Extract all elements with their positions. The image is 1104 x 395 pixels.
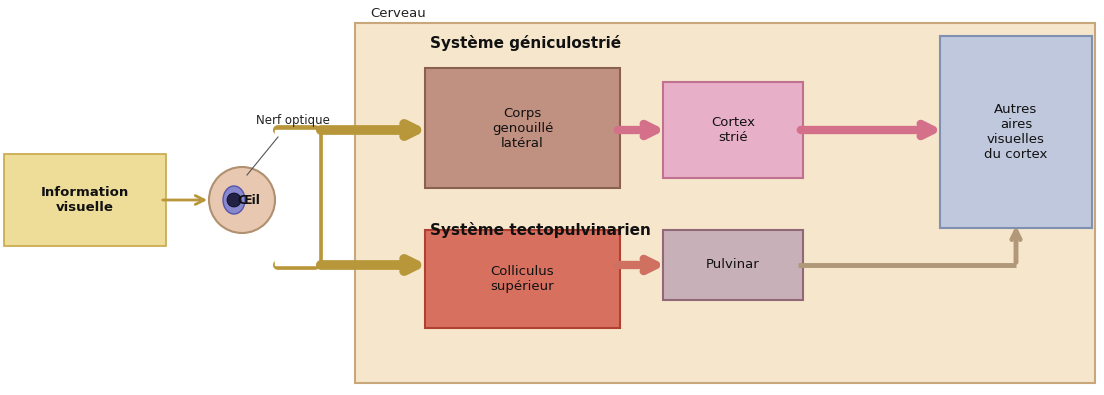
FancyBboxPatch shape: [4, 154, 166, 246]
Text: Corps
genouillé
latéral: Corps genouillé latéral: [491, 107, 553, 149]
Text: Œil: Œil: [237, 194, 261, 207]
Text: Cortex
strié: Cortex strié: [711, 116, 755, 144]
Text: Système géniculostrié: Système géniculostrié: [429, 35, 622, 51]
Text: Colliculus
supérieur: Colliculus supérieur: [490, 265, 554, 293]
Circle shape: [227, 193, 241, 207]
Text: Autres
aires
visuelles
du cortex: Autres aires visuelles du cortex: [985, 103, 1048, 161]
FancyBboxPatch shape: [664, 230, 803, 300]
FancyBboxPatch shape: [355, 23, 1095, 383]
Text: Pulvinar: Pulvinar: [707, 258, 760, 271]
FancyBboxPatch shape: [664, 82, 803, 178]
FancyBboxPatch shape: [425, 230, 620, 328]
FancyBboxPatch shape: [425, 68, 620, 188]
FancyBboxPatch shape: [940, 36, 1092, 228]
Text: Nerf optique: Nerf optique: [256, 114, 330, 127]
Text: Cerveau: Cerveau: [370, 6, 426, 19]
Bar: [275, 130, 318, 265]
Text: Information
visuelle: Information visuelle: [41, 186, 129, 214]
Ellipse shape: [223, 186, 245, 214]
Circle shape: [209, 167, 275, 233]
Text: Système tectopulvinarien: Système tectopulvinarien: [429, 222, 651, 238]
